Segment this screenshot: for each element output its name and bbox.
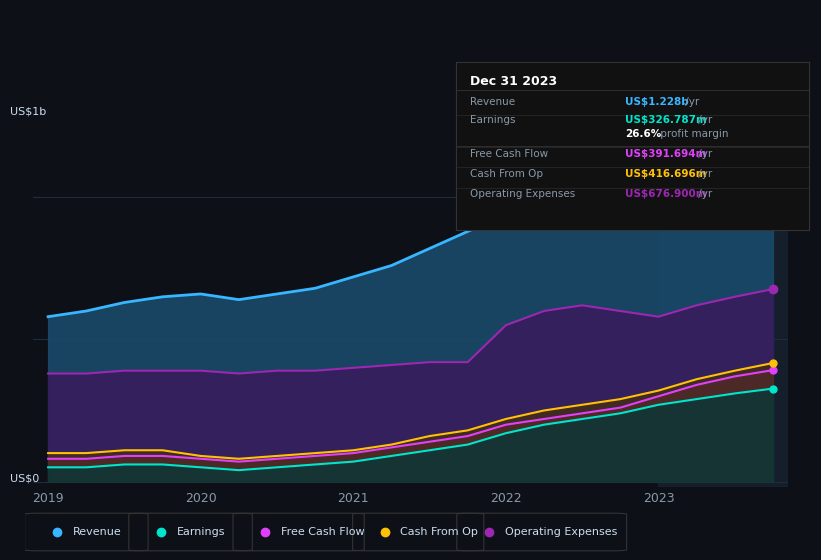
Text: US$1b: US$1b [10,106,47,116]
Text: Operating Expenses: Operating Expenses [470,189,575,199]
Text: profit margin: profit margin [657,129,728,139]
Text: US$0: US$0 [10,473,39,483]
Text: /yr: /yr [695,149,713,159]
Text: Cash From Op: Cash From Op [401,527,479,537]
Text: US$1.228b: US$1.228b [625,97,689,107]
Text: Revenue: Revenue [72,527,122,537]
Text: Dec 31 2023: Dec 31 2023 [470,75,557,88]
Text: Revenue: Revenue [470,97,515,107]
Text: Free Cash Flow: Free Cash Flow [470,149,548,159]
Text: US$416.696m: US$416.696m [625,169,707,179]
Text: /yr: /yr [695,115,713,125]
Text: Cash From Op: Cash From Op [470,169,543,179]
Text: /yr: /yr [695,189,713,199]
Text: /yr: /yr [682,97,699,107]
Bar [658,106,788,487]
Text: US$326.787m: US$326.787m [625,115,707,125]
Text: Operating Expenses: Operating Expenses [505,527,617,537]
Text: /yr: /yr [695,169,713,179]
Text: US$676.900m: US$676.900m [625,189,707,199]
Text: Earnings: Earnings [470,115,516,125]
Text: 26.6%: 26.6% [625,129,662,139]
Text: US$391.694m: US$391.694m [625,149,707,159]
Text: Free Cash Flow: Free Cash Flow [281,527,365,537]
Text: Earnings: Earnings [177,527,225,537]
